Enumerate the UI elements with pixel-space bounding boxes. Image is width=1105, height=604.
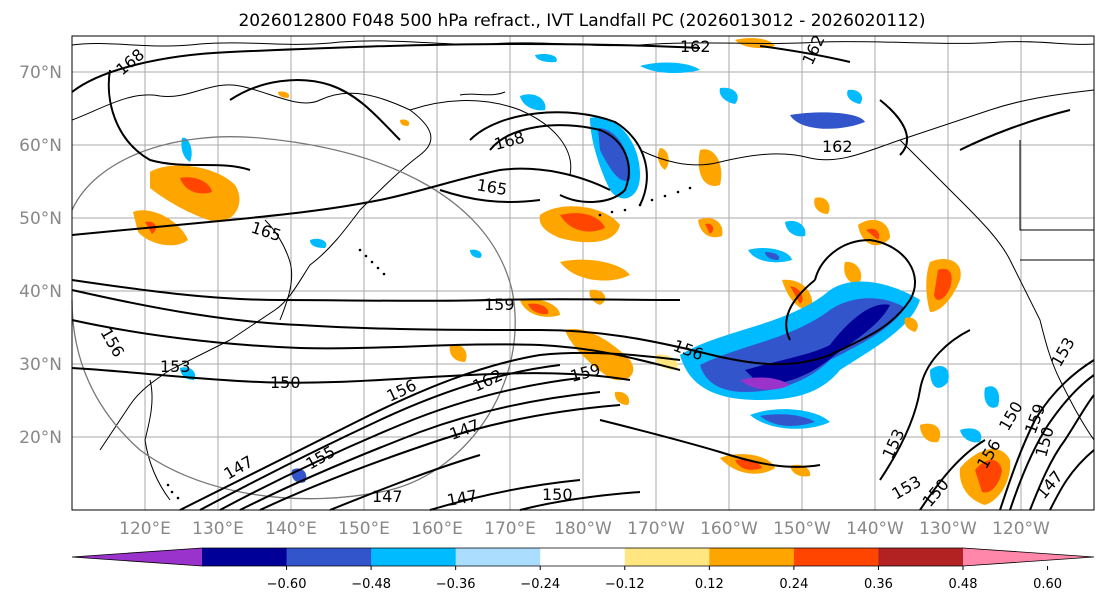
ivt-positive-area — [657, 148, 669, 170]
ivt-negative-area — [535, 53, 557, 63]
ivt-positive-area — [698, 149, 722, 186]
ivt-positive-area — [814, 197, 830, 214]
ivt-positive-area — [904, 317, 918, 332]
contour-label: 162 — [680, 37, 711, 56]
lon-label: 150°W — [773, 519, 831, 539]
colorbar-segment — [624, 548, 710, 566]
ivt-positive-area — [278, 91, 290, 98]
ivt-positive-area — [614, 391, 630, 405]
ivt-negative-area — [984, 386, 1000, 408]
ivt-negative-area — [785, 220, 806, 237]
lat-label: 50°N — [19, 209, 62, 229]
ivt-negative-core — [765, 252, 780, 260]
ivt-negative-area — [847, 89, 863, 104]
colorbar-segment — [709, 548, 795, 566]
colorbar-segment — [286, 548, 372, 566]
colorbar-tick-label: 0.24 — [779, 577, 808, 592]
ivt-negative-core — [760, 414, 815, 426]
lon-label: 170°W — [627, 519, 685, 539]
colorbar-tick-label: 0.36 — [864, 577, 893, 592]
ivt-positive-area — [133, 210, 188, 246]
lon-label: 130°W — [919, 519, 977, 539]
ivt-negative-area — [640, 62, 700, 74]
ivt-negative-area — [181, 137, 192, 162]
lat-label: 60°N — [19, 136, 62, 156]
ivt-positive-core — [866, 228, 880, 240]
ivt-negative-area — [520, 94, 546, 111]
colorbar-tick-label: −0.36 — [436, 577, 476, 592]
colorbar-segment — [878, 548, 964, 566]
colorbar: −0.60 −0.48 −0.36 −0.24 −0.12 0.12 0.24 0.36 0.4… — [71, 547, 1095, 592]
ivt-negative-area — [960, 428, 982, 443]
ivt-positive-area — [560, 259, 630, 281]
ivt-positive-core — [790, 286, 803, 304]
colorbar-extend-high — [963, 548, 1094, 566]
ivt-negative-extreme — [740, 377, 790, 390]
colorbar-segment — [540, 548, 626, 566]
contour-label: 162 — [822, 137, 853, 156]
lon-label: 160°W — [700, 519, 758, 539]
ivt-positive-area — [844, 261, 862, 285]
lat-label: 30°N — [19, 355, 62, 375]
lon-label: 120°E — [119, 519, 171, 539]
lon-label: 130°E — [192, 519, 244, 539]
chart-title: 2026012800 F048 500 hPa refract., IVT La… — [238, 11, 925, 31]
lat-label: 40°N — [19, 282, 62, 302]
longitude-labels: 120°E 130°E 140°E 150°E 160°E 170°E 180°… — [119, 519, 1050, 539]
ivt-negative-area — [930, 366, 949, 388]
lon-label: 160°E — [411, 519, 463, 539]
ivt-negative-area — [790, 112, 865, 129]
ivt-negative-area — [470, 249, 482, 258]
ivt-positive-area — [565, 329, 634, 381]
contour-label: 147 — [372, 487, 403, 506]
colorbar-segment — [202, 548, 288, 566]
refractivity-contours — [71, 42, 1095, 511]
ivt-positive-core — [705, 223, 714, 234]
ivt-negative-core — [598, 128, 631, 181]
latitude-labels: 70°N 60°N 50°N 40°N 30°N 20°N — [19, 63, 62, 448]
map-frame — [71, 35, 1095, 511]
ivt-positive-area — [449, 344, 467, 362]
lon-label: 140°E — [265, 519, 317, 539]
aleutian-islands — [166, 186, 692, 500]
contour-label: 150 — [270, 373, 301, 392]
colorbar-tick-label: −0.12 — [605, 577, 645, 592]
colorbar-extend-low — [72, 548, 202, 566]
contour-label: 150 — [542, 485, 573, 504]
colorbar-tick-label: 0.48 — [949, 577, 978, 592]
ivt-positive-core — [180, 177, 212, 194]
ivt-negative-area — [310, 238, 327, 248]
lon-label: 120°W — [992, 519, 1050, 539]
colorbar-tick-label: −0.60 — [267, 577, 307, 592]
ivt-positive-area — [400, 119, 410, 126]
ivt-shading — [133, 38, 1011, 505]
colorbar-tick-label: 0.60 — [1033, 577, 1062, 592]
colorbar-tick-label: −0.24 — [520, 577, 560, 592]
colorbar-tick-label: −0.48 — [351, 577, 391, 592]
colorbar-tick-label: 0.12 — [695, 577, 724, 592]
ivt-positive-core — [975, 459, 1002, 493]
contour-label: 159 — [484, 295, 515, 314]
ivt-negative-area — [719, 87, 738, 104]
colorbar-segment — [455, 548, 541, 566]
coastlines — [71, 40, 1095, 501]
lon-label: 150°E — [338, 519, 390, 539]
ivt-positive-core — [934, 268, 952, 300]
ivt-positive-area — [150, 165, 240, 222]
landfall-region-circle — [71, 136, 516, 500]
map-panel: 168 162 162 168 165 165 162 159 156 156 … — [71, 32, 1095, 511]
ivt-positive-core — [528, 303, 549, 315]
ivt-positive-core — [560, 213, 605, 232]
lat-label: 20°N — [19, 428, 62, 448]
ivt-positive-area — [920, 423, 941, 443]
lon-label: 140°W — [846, 519, 904, 539]
lat-label: 70°N — [19, 63, 62, 83]
lon-label: 180°W — [554, 519, 612, 539]
colorbar-segment — [371, 548, 457, 566]
colorbar-segment — [793, 548, 879, 566]
lon-label: 170°E — [484, 519, 536, 539]
ivt-positive-area — [589, 289, 606, 305]
contour-label: 153 — [160, 357, 191, 376]
